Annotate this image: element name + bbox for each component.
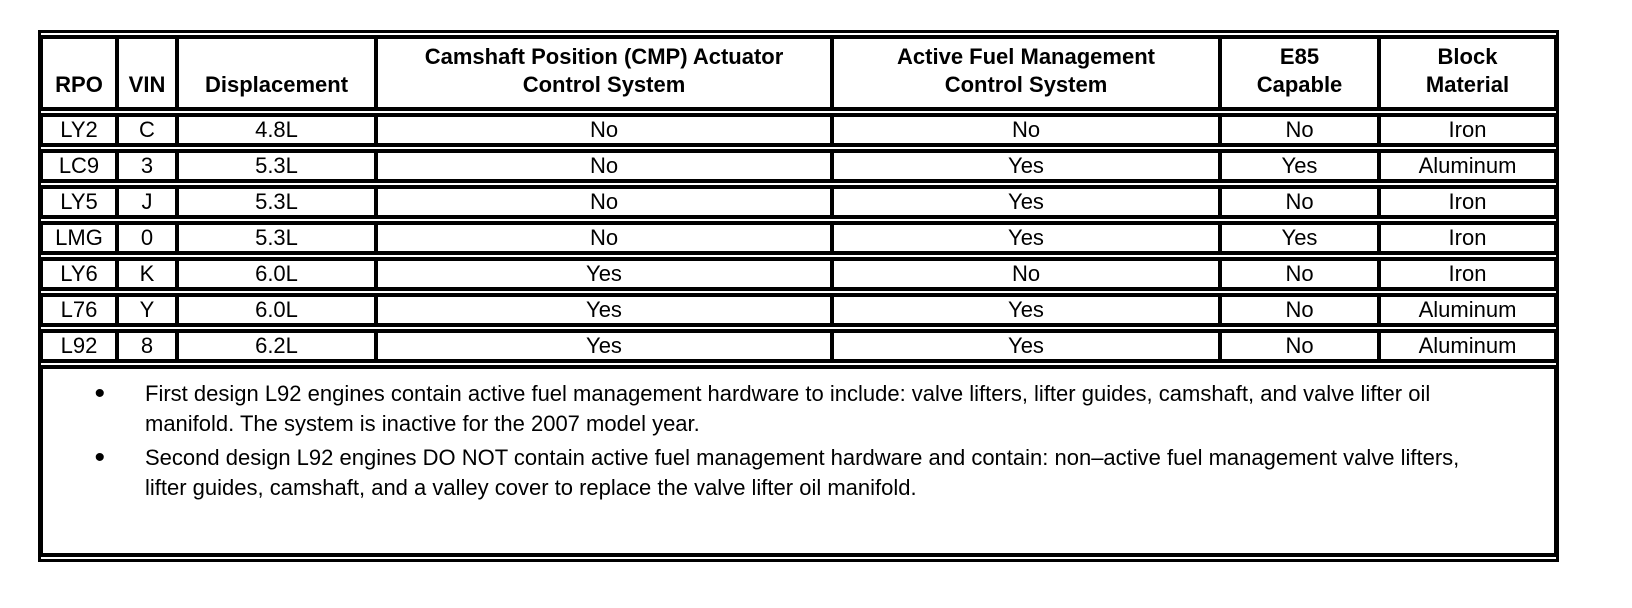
notes-list: • First design L92 engines contain active… [43, 379, 1518, 503]
table-cell: L76 [41, 293, 117, 327]
table-cell: Yes [376, 293, 832, 327]
table-cell: Y [117, 293, 177, 327]
column-header: Block Material [1379, 35, 1556, 111]
table-cell: 6.2L [177, 329, 376, 363]
table-cell: No [832, 257, 1220, 291]
notes-cell: • First design L92 engines contain active… [41, 365, 1556, 557]
table-cell: No [376, 113, 832, 147]
table-cell: LC9 [41, 149, 117, 183]
table-cell: 6.0L [177, 293, 376, 327]
table-cell: Iron [1379, 113, 1556, 147]
table-cell: 5.3L [177, 149, 376, 183]
table-row: LY6 K 6.0L Yes No No Iron [41, 257, 1556, 291]
table-cell: 5.3L [177, 185, 376, 219]
table-cell: J [117, 185, 177, 219]
table-cell: K [117, 257, 177, 291]
table-cell: No [376, 185, 832, 219]
table-cell: Yes [832, 329, 1220, 363]
table-cell: No [376, 149, 832, 183]
table-cell: No [1220, 329, 1379, 363]
table-row: L92 8 6.2L Yes Yes No Aluminum [41, 329, 1556, 363]
table-cell: Yes [832, 185, 1220, 219]
engine-spec-table: RPO VIN Displacement Camshaft Position (CMP… [38, 30, 1559, 562]
table-cell: L92 [41, 329, 117, 363]
note-item: • First design L92 engines contain active… [43, 379, 1518, 439]
table-cell: Aluminum [1379, 293, 1556, 327]
bullet-icon: • [94, 377, 105, 410]
column-header: VIN [117, 35, 177, 111]
column-header: RPO [41, 35, 117, 111]
note-text: Second design L92 engines DO NOT contain… [145, 445, 1460, 500]
table-cell: Iron [1379, 221, 1556, 255]
table-row: LMG 0 5.3L No Yes Yes Iron [41, 221, 1556, 255]
note-text: First design L92 engines contain active … [145, 381, 1431, 436]
table-row: L76 Y 6.0L Yes Yes No Aluminum [41, 293, 1556, 327]
table-cell: No [1220, 113, 1379, 147]
table-cell: 4.8L [177, 113, 376, 147]
table-cell: C [117, 113, 177, 147]
table-cell: No [376, 221, 832, 255]
note-item: • Second design L92 engines DO NOT contai… [43, 443, 1518, 503]
table-cell: Yes [832, 221, 1220, 255]
table-cell: LMG [41, 221, 117, 255]
table-cell: Iron [1379, 185, 1556, 219]
table-cell: LY2 [41, 113, 117, 147]
table-cell: Yes [832, 293, 1220, 327]
column-header: Active Fuel Management Control System [832, 35, 1220, 111]
table-cell: No [1220, 257, 1379, 291]
table-cell: No [1220, 185, 1379, 219]
table-cell: No [1220, 293, 1379, 327]
table-cell: Yes [376, 329, 832, 363]
column-header: Displacement [177, 35, 376, 111]
table-cell: 3 [117, 149, 177, 183]
column-header: Camshaft Position (CMP) Actuator Control… [376, 35, 832, 111]
table-cell: 0 [117, 221, 177, 255]
table-cell: Yes [376, 257, 832, 291]
table-cell: Yes [832, 149, 1220, 183]
table-header-row: RPO VIN Displacement Camshaft Position (CMP… [41, 35, 1556, 111]
table-row: LY2 C 4.8L No No No Iron [41, 113, 1556, 147]
table-cell: 8 [117, 329, 177, 363]
table-cell: Yes [1220, 149, 1379, 183]
bullet-icon: • [94, 441, 105, 474]
table-cell: 6.0L [177, 257, 376, 291]
table-body: LY2 C 4.8L No No No Iron LC9 3 5.3L No Yes Yes Alumin… [41, 113, 1556, 363]
column-header: E85 Capable [1220, 35, 1379, 111]
table-cell: LY5 [41, 185, 117, 219]
table-row: LC9 3 5.3L No Yes Yes Aluminum [41, 149, 1556, 183]
table-row: LY5 J 5.3L No Yes No Iron [41, 185, 1556, 219]
table-cell: Iron [1379, 257, 1556, 291]
table-cell: No [832, 113, 1220, 147]
table-cell: LY6 [41, 257, 117, 291]
table-cell: 5.3L [177, 221, 376, 255]
table-cell: Yes [1220, 221, 1379, 255]
table-cell: Aluminum [1379, 329, 1556, 363]
notes-row: • First design L92 engines contain active… [41, 365, 1556, 557]
table-cell: Aluminum [1379, 149, 1556, 183]
